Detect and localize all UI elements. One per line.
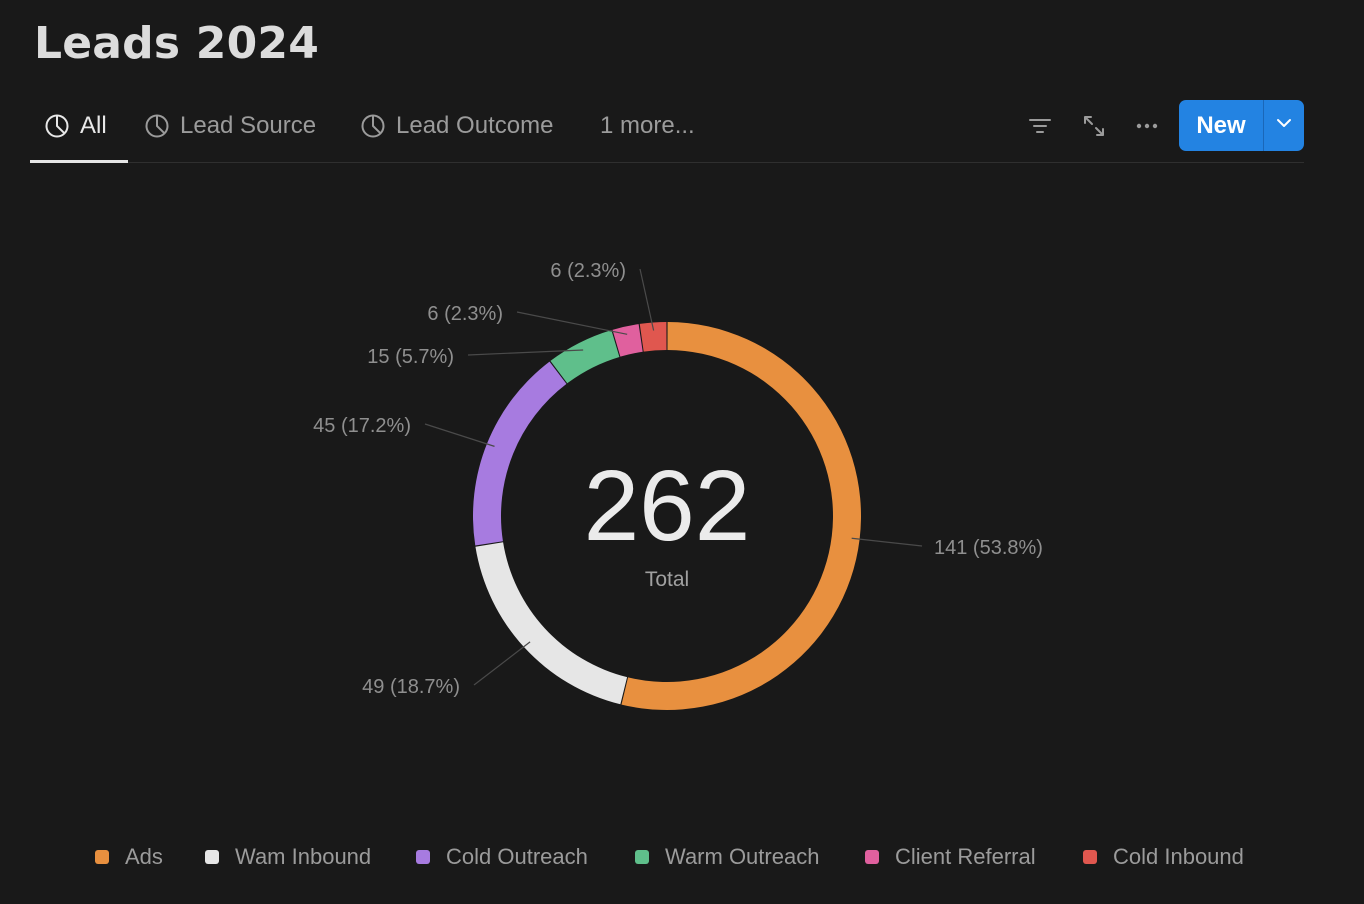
legend-label: Cold Outreach — [446, 844, 588, 869]
tab-lead-source-label: Lead Source — [180, 112, 317, 139]
chevron-down-icon — [1274, 113, 1294, 138]
legend-item[interactable]: Cold Outreach — [416, 844, 588, 870]
legend-item[interactable]: Warm Outreach — [635, 844, 819, 870]
new-button-divider — [1263, 100, 1264, 151]
chart-slices — [473, 322, 862, 711]
legend-swatch — [1083, 850, 1097, 864]
pie-chart-icon — [44, 113, 70, 139]
leader-line — [467, 349, 584, 356]
donut-slice-warm-outreach[interactable] — [550, 330, 620, 384]
legend-label: Warm Outreach — [665, 844, 820, 869]
tab-more-label: 1 more... — [600, 112, 695, 139]
chart-legend: Ads Wam Inbound Cold Outreach Warm Outreach… — [0, 844, 1364, 878]
data-label: 6 (2.3%) — [427, 303, 503, 325]
page-title: Leads 2024 — [34, 18, 320, 69]
tab-all[interactable]: All — [44, 100, 107, 152]
legend-label: Client Referral — [895, 844, 1036, 869]
expand-icon[interactable] — [1080, 112, 1108, 140]
legend-item[interactable]: Client Referral — [865, 844, 1036, 870]
legend-swatch — [205, 850, 219, 864]
filter-icon[interactable] — [1026, 112, 1054, 140]
donut-slice-cold-outreach[interactable] — [473, 361, 567, 546]
more-icon[interactable] — [1133, 112, 1161, 140]
leader-line — [424, 423, 495, 447]
legend-label: Wam Inbound — [235, 844, 372, 869]
legend-label: Cold Inbound — [1113, 844, 1244, 869]
tab-more[interactable]: 1 more... — [600, 100, 695, 152]
data-label: 141 (53.8%) — [934, 537, 1043, 559]
chart-leader-lines — [424, 268, 923, 686]
legend-label: Ads — [125, 844, 163, 869]
leader-line — [516, 311, 628, 335]
legend-item[interactable]: Wam Inbound — [205, 844, 371, 870]
donut-slice-client-referral[interactable] — [612, 324, 643, 357]
data-label: 45 (17.2%) — [313, 415, 411, 437]
data-label: 49 (18.7%) — [362, 676, 460, 698]
new-button[interactable]: New — [1196, 111, 1246, 139]
view-tabs: All Lead Source Lead Outcome 1 more... — [30, 100, 1304, 163]
new-button-group: New — [1179, 100, 1304, 151]
chart-data-labels: 141 (53.8%) 49 (18.7%) 45 (17.2%) 15 (5.7%)… — [313, 260, 1043, 698]
data-label: 6 (2.3%) — [550, 260, 626, 282]
center-total-value: 262 — [584, 450, 751, 562]
pie-chart-icon — [144, 113, 170, 139]
new-dropdown-button[interactable] — [1264, 100, 1304, 151]
leader-line — [851, 537, 923, 547]
leader-line — [473, 641, 531, 686]
donut-slice-wam-inbound[interactable] — [475, 542, 628, 705]
tab-lead-outcome[interactable]: Lead Outcome — [360, 100, 553, 152]
data-label: 15 (5.7%) — [367, 346, 454, 368]
legend-swatch — [635, 850, 649, 864]
pie-chart-icon — [360, 113, 386, 139]
legend-swatch — [95, 850, 109, 864]
legend-item[interactable]: Ads — [95, 844, 163, 870]
active-tab-indicator — [30, 160, 128, 163]
center-total-label: Total — [645, 568, 689, 591]
legend-swatch — [865, 850, 879, 864]
tab-lead-source[interactable]: Lead Source — [144, 100, 316, 152]
donut-slice-cold-inbound[interactable] — [639, 322, 667, 352]
tab-lead-outcome-label: Lead Outcome — [396, 112, 554, 139]
legend-swatch — [416, 850, 430, 864]
legend-item[interactable]: Cold Inbound — [1083, 844, 1244, 870]
tab-all-label: All — [80, 112, 107, 139]
leader-line — [639, 268, 655, 331]
